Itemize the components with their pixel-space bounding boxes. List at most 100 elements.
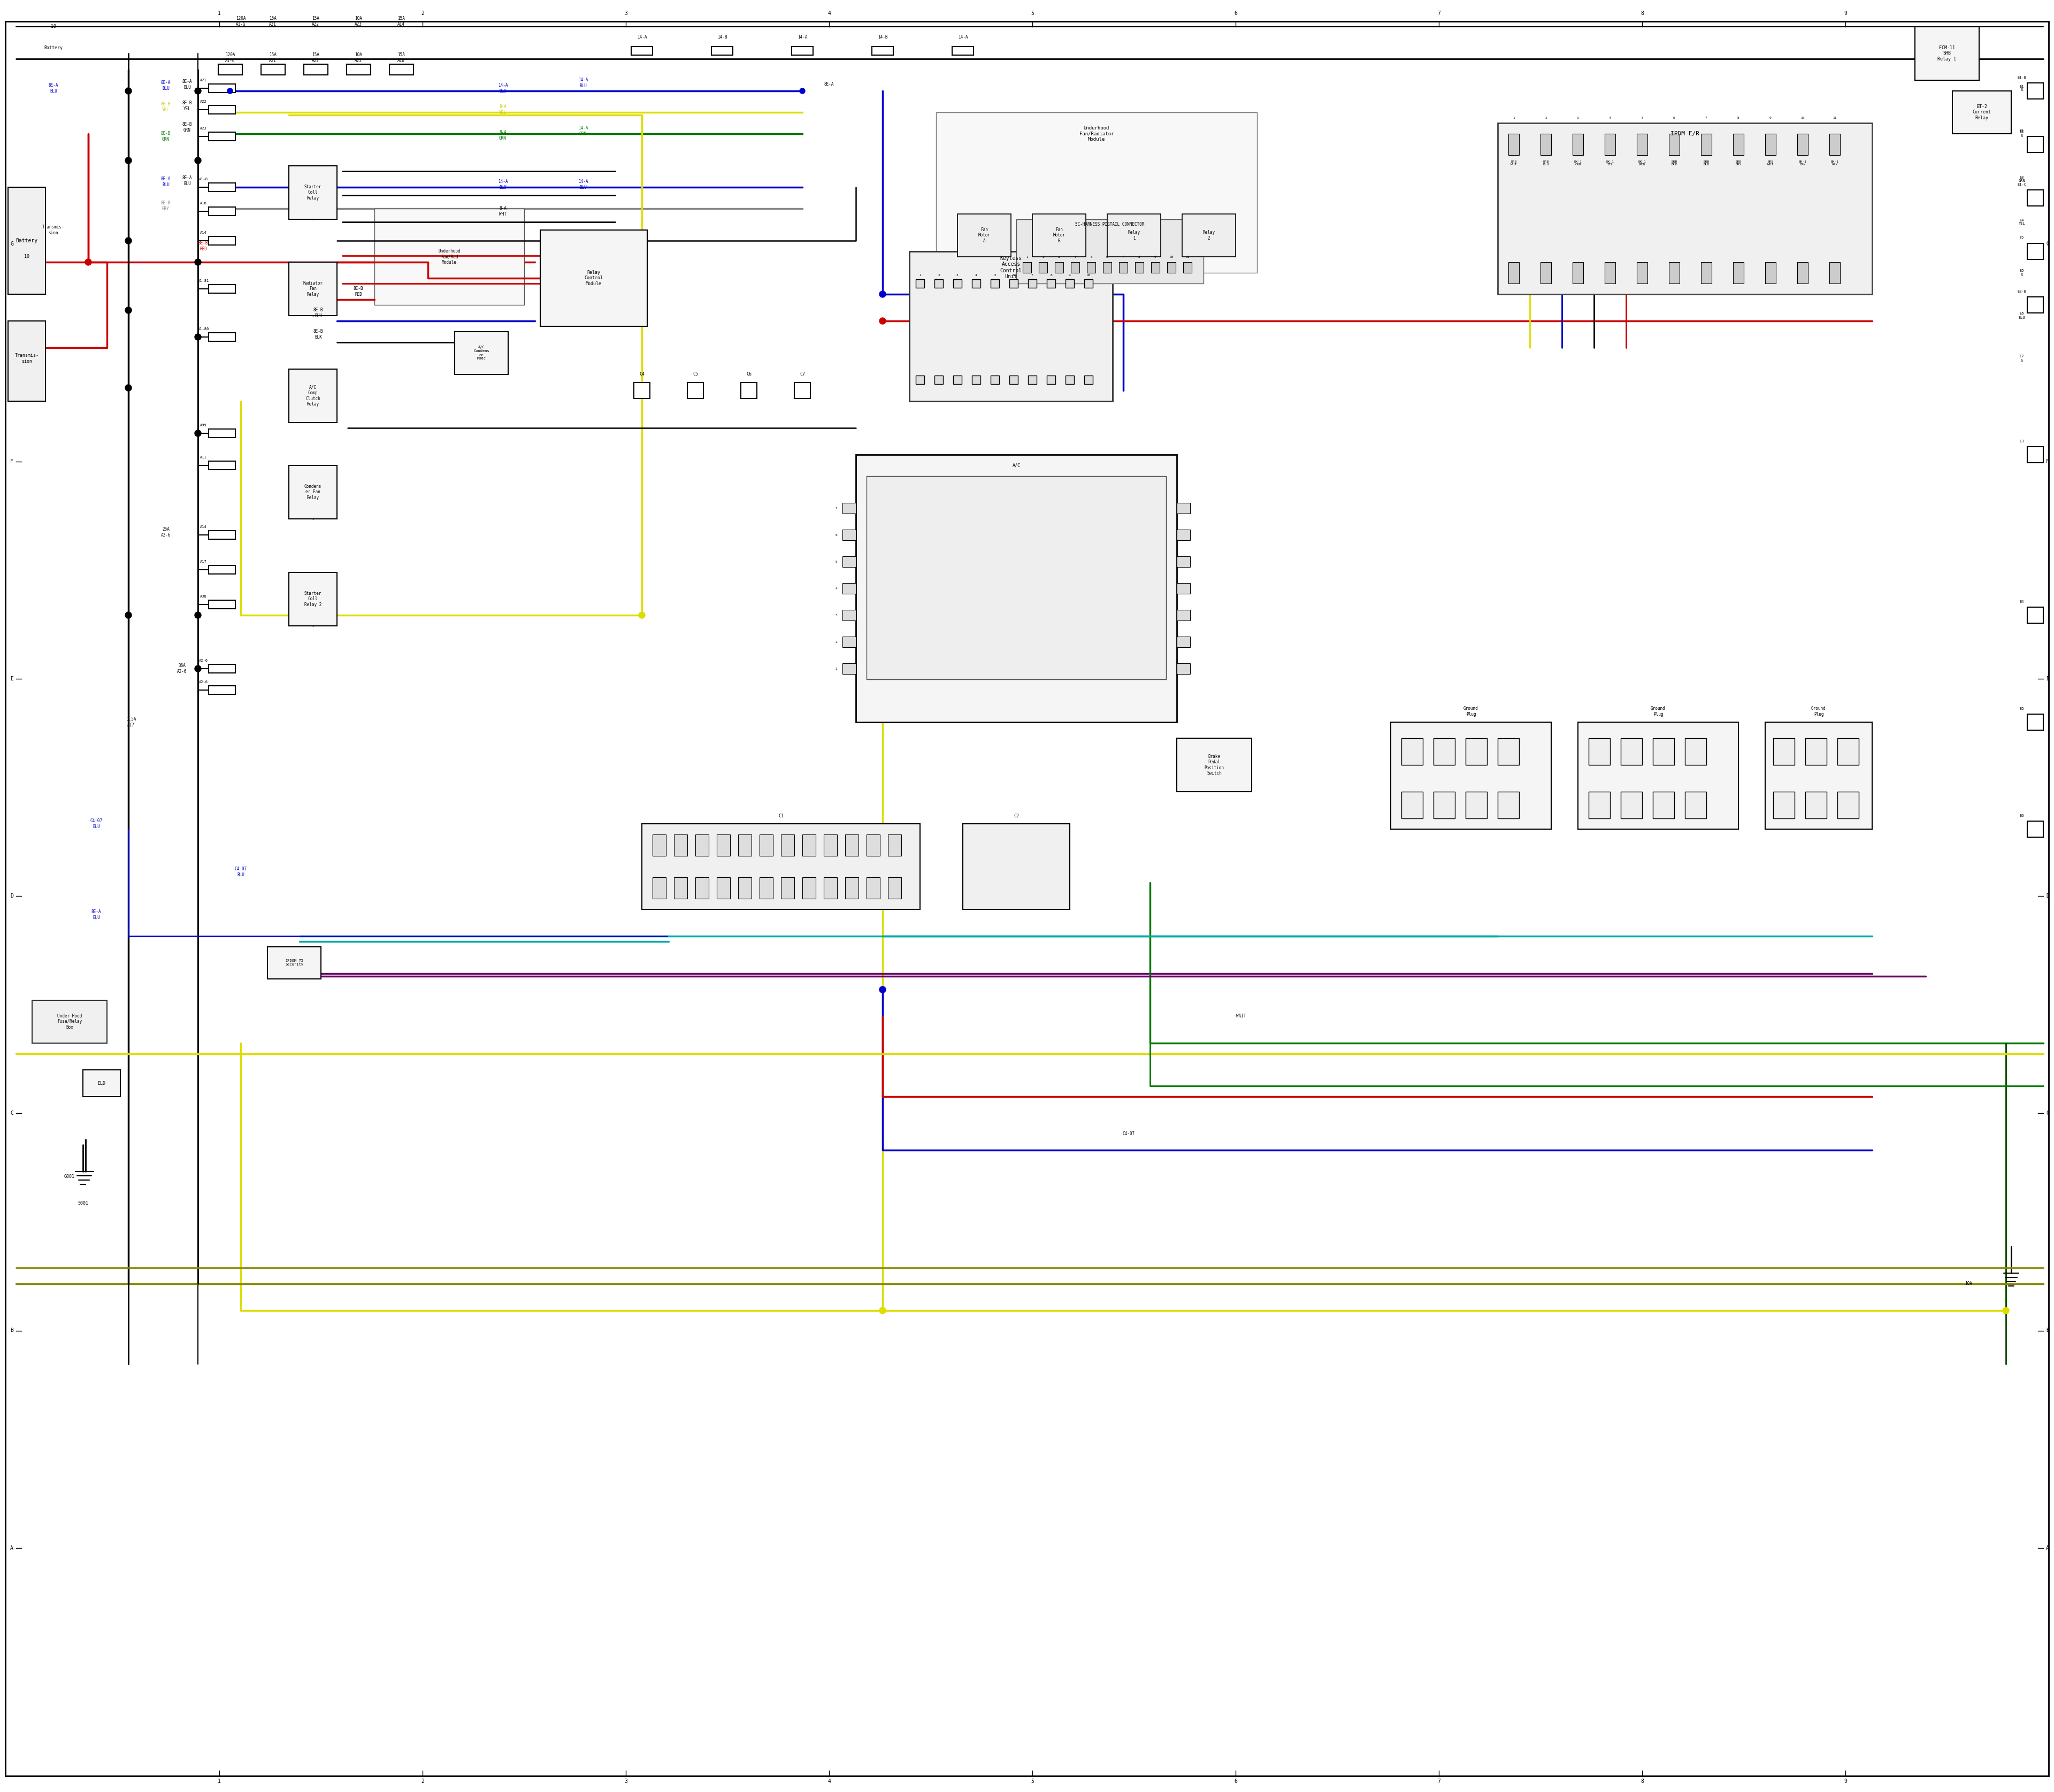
Bar bbox=[842, 530, 857, 539]
Bar bbox=[1830, 262, 1840, 283]
Text: Ground
Plug: Ground Plug bbox=[1465, 706, 1479, 717]
Bar bbox=[641, 824, 920, 909]
Text: 8E-B
BLK: 8E-B BLK bbox=[314, 330, 322, 339]
Text: IPDOM-75
Security: IPDOM-75 Security bbox=[286, 959, 304, 966]
Bar bbox=[1056, 262, 1064, 272]
Text: 14-B: 14-B bbox=[877, 36, 887, 39]
Text: A16: A16 bbox=[199, 202, 207, 204]
Text: A/C: A/C bbox=[1013, 462, 1021, 468]
Text: BRB
GRY: BRB GRY bbox=[1736, 159, 1742, 167]
Bar bbox=[210, 333, 236, 340]
Bar bbox=[842, 556, 857, 566]
Text: 3: 3 bbox=[624, 11, 626, 16]
Bar bbox=[916, 280, 924, 289]
Text: 14-A
GRN: 14-A GRN bbox=[577, 125, 587, 136]
Bar bbox=[1497, 738, 1520, 765]
Bar bbox=[1637, 262, 1647, 283]
Text: 10: 10 bbox=[1169, 256, 1173, 258]
Text: Fan
Motor
B: Fan Motor B bbox=[1054, 228, 1066, 244]
Bar bbox=[261, 65, 286, 75]
Bar bbox=[1434, 792, 1454, 819]
Text: 14-A: 14-A bbox=[957, 36, 967, 39]
Text: 9: 9 bbox=[1844, 11, 1847, 16]
Text: 8E-B
YEL: 8E-B YEL bbox=[183, 100, 193, 111]
Circle shape bbox=[195, 430, 201, 437]
Text: 8E-A
BLU: 8E-A BLU bbox=[183, 176, 193, 186]
Text: F: F bbox=[2046, 459, 2050, 464]
Bar bbox=[1838, 792, 1859, 819]
Bar bbox=[1621, 792, 1641, 819]
Bar bbox=[1029, 376, 1037, 383]
Bar bbox=[1177, 530, 1189, 539]
Bar bbox=[871, 47, 893, 56]
Circle shape bbox=[125, 88, 131, 95]
Bar bbox=[963, 824, 1070, 909]
Bar bbox=[1087, 262, 1095, 272]
Bar bbox=[1701, 262, 1711, 283]
Text: A: A bbox=[2046, 1545, 2050, 1550]
Text: Fan
Motor
A: Fan Motor A bbox=[978, 228, 990, 244]
Bar bbox=[1588, 738, 1610, 765]
Bar bbox=[1009, 376, 1019, 383]
Bar bbox=[1497, 124, 1871, 294]
Text: BRB
BLU: BRB BLU bbox=[1543, 159, 1549, 167]
Text: 8E-A
BLU: 8E-A BLU bbox=[160, 177, 170, 186]
Bar bbox=[1508, 134, 1520, 156]
Text: E5: E5 bbox=[2019, 708, 2023, 710]
Text: BRB
BLK: BRB BLK bbox=[1703, 159, 1709, 167]
Circle shape bbox=[195, 611, 201, 618]
Bar bbox=[1914, 27, 1980, 81]
Bar bbox=[210, 600, 236, 609]
Text: 8-A
YEL: 8-A YEL bbox=[499, 104, 507, 115]
Text: D: D bbox=[10, 894, 12, 898]
Circle shape bbox=[195, 333, 201, 340]
Text: 15A
A22: 15A A22 bbox=[312, 52, 318, 63]
Text: 1: 1 bbox=[218, 11, 222, 16]
Bar bbox=[844, 835, 859, 857]
Text: Under Hood
Fuse/Relay
Box: Under Hood Fuse/Relay Box bbox=[58, 1014, 82, 1030]
Text: 8E-B
BLU: 8E-B BLU bbox=[314, 308, 322, 319]
Text: 1: 1 bbox=[218, 1779, 222, 1785]
Bar bbox=[2027, 446, 2044, 462]
Bar bbox=[1085, 376, 1093, 383]
Text: A17: A17 bbox=[199, 561, 207, 563]
Text: 14-A
BLU: 14-A BLU bbox=[497, 179, 507, 190]
Bar bbox=[1039, 262, 1048, 272]
Bar bbox=[2027, 715, 2044, 729]
Text: 8E-A
BLU: 8E-A BLU bbox=[49, 82, 58, 93]
Text: E7
S: E7 S bbox=[2019, 355, 2023, 362]
Text: 8E-A
BLU: 8E-A BLU bbox=[90, 910, 101, 919]
Bar bbox=[8, 321, 45, 401]
Circle shape bbox=[125, 306, 131, 314]
Text: 10A: 10A bbox=[1966, 1281, 1972, 1287]
Bar bbox=[953, 376, 961, 383]
Text: 6: 6 bbox=[1234, 1779, 1237, 1785]
Text: G: G bbox=[2046, 242, 2050, 247]
Bar bbox=[210, 686, 236, 694]
Text: 8E-A: 8E-A bbox=[824, 82, 834, 88]
Bar bbox=[1066, 280, 1074, 289]
Bar bbox=[1637, 134, 1647, 156]
Text: Battery: Battery bbox=[43, 47, 64, 50]
Bar bbox=[1797, 262, 1808, 283]
Bar bbox=[2027, 244, 2044, 260]
Bar bbox=[1684, 738, 1707, 765]
Bar bbox=[760, 835, 772, 857]
Text: E6
BLU: E6 BLU bbox=[2019, 312, 2025, 319]
Text: BK-1
RED: BK-1 RED bbox=[1639, 159, 1645, 167]
Bar bbox=[1668, 262, 1680, 283]
Bar bbox=[1136, 262, 1144, 272]
Bar bbox=[1734, 262, 1744, 283]
Circle shape bbox=[879, 290, 885, 297]
Text: A14: A14 bbox=[199, 525, 207, 529]
Bar bbox=[210, 285, 236, 294]
Text: 8E-B
GRY: 8E-B GRY bbox=[160, 201, 170, 211]
Text: Transmis-
sion: Transmis- sion bbox=[43, 224, 64, 235]
Text: C: C bbox=[2046, 1111, 2050, 1116]
Bar bbox=[210, 106, 236, 115]
Bar bbox=[653, 835, 665, 857]
Text: A1-80: A1-80 bbox=[197, 328, 210, 330]
Circle shape bbox=[879, 317, 885, 324]
Bar bbox=[916, 376, 924, 383]
Text: C4: C4 bbox=[639, 373, 645, 376]
